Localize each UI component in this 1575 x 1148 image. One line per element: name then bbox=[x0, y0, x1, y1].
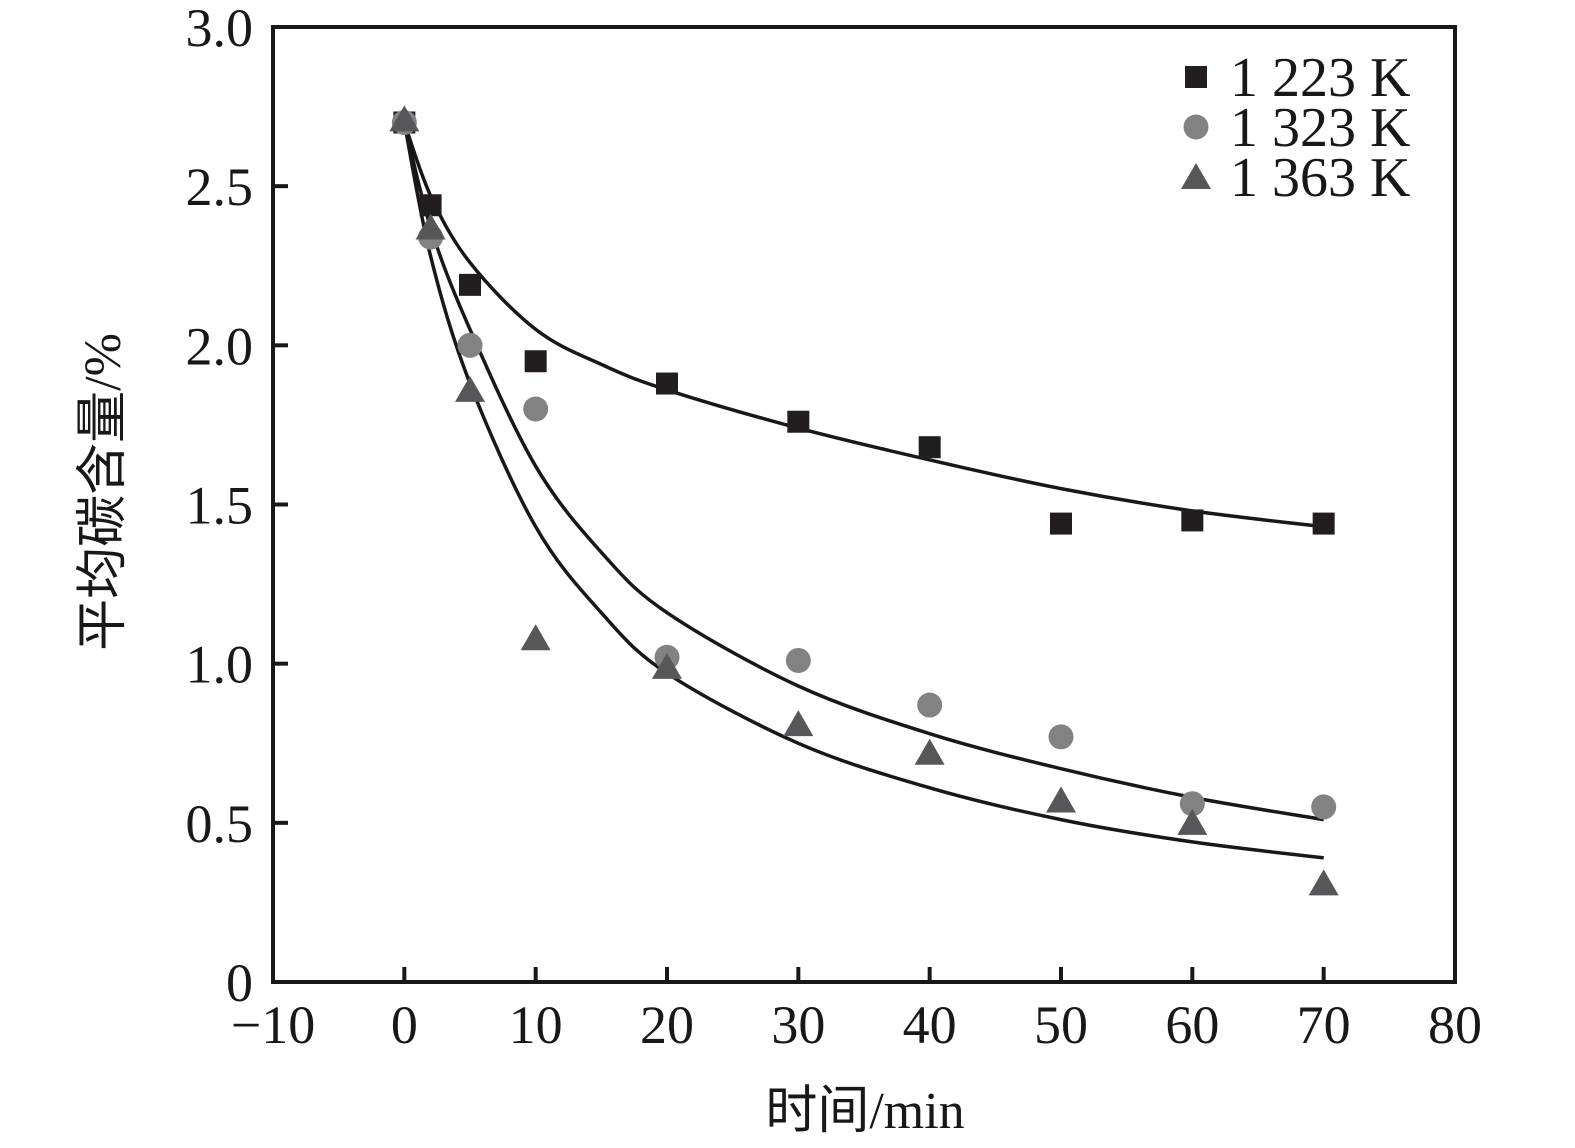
x-tick-label: −10 bbox=[231, 995, 315, 1055]
y-tick-label: 3.0 bbox=[186, 0, 254, 58]
data-point-1363k bbox=[914, 738, 945, 765]
x-tick-label: 70 bbox=[1297, 995, 1351, 1055]
legend-item-1223k: 1 223 K bbox=[1185, 47, 1410, 109]
legend-marker-triangle bbox=[1181, 163, 1211, 189]
data-point-1363k bbox=[1308, 869, 1339, 896]
data-point-1223k bbox=[419, 194, 442, 217]
legend-marker-circle bbox=[1183, 114, 1209, 140]
data-point-1223k bbox=[787, 410, 810, 433]
data-point-1363k bbox=[455, 375, 485, 402]
data-point-1363k bbox=[415, 213, 446, 240]
x-tick-label: 40 bbox=[903, 995, 957, 1055]
data-point-1323k bbox=[523, 396, 549, 422]
data-point-1323k bbox=[1311, 794, 1337, 820]
data-point-1223k bbox=[1050, 512, 1072, 535]
data-point-1323k bbox=[1048, 724, 1074, 750]
y-tick-label: 2.0 bbox=[186, 316, 254, 376]
x-tick-label: 10 bbox=[509, 995, 563, 1055]
data-point-1323k bbox=[785, 647, 811, 673]
y-tick-label: 0.5 bbox=[186, 794, 254, 854]
data-point-1363k bbox=[520, 624, 551, 651]
x-axis-title: 时间/min bbox=[765, 1083, 964, 1140]
x-tick-label: 50 bbox=[1034, 995, 1088, 1055]
legend-label: 1 363 K bbox=[1230, 147, 1410, 209]
data-point-1363k bbox=[389, 105, 420, 132]
fit-curve-1223k bbox=[402, 121, 1324, 529]
x-tick-label: 80 bbox=[1428, 995, 1482, 1055]
data-point-1363k bbox=[1046, 786, 1076, 813]
data-point-1363k bbox=[1177, 808, 1208, 835]
data-markers-layer bbox=[389, 105, 1339, 896]
y-tick-label: 2.5 bbox=[186, 157, 254, 217]
data-point-1223k bbox=[656, 372, 678, 395]
x-tick-label: 60 bbox=[1165, 995, 1219, 1055]
legend-item-1363k: 1 363 K bbox=[1181, 147, 1410, 209]
y-tick-label: 0 bbox=[226, 953, 253, 1013]
data-point-1223k bbox=[1181, 509, 1204, 532]
x-tick-label: 20 bbox=[640, 995, 694, 1055]
data-point-1223k bbox=[1312, 512, 1335, 535]
data-point-1223k bbox=[918, 436, 941, 459]
legend: 1 223 K1 323 K1 363 K bbox=[1181, 47, 1410, 209]
y-tick-label: 1.5 bbox=[186, 476, 254, 536]
fit-curve-1323k bbox=[402, 122, 1324, 822]
legend-label: 1 223 K bbox=[1230, 47, 1410, 109]
y-axis-title: 平均碳含量/% bbox=[75, 333, 132, 651]
legend-item-1323k: 1 323 K bbox=[1183, 97, 1410, 159]
data-point-1223k bbox=[459, 273, 481, 296]
x-tick-label: 30 bbox=[771, 995, 825, 1055]
y-tick-label: 1.0 bbox=[186, 635, 254, 695]
data-point-1323k bbox=[1179, 791, 1205, 817]
data-point-1323k bbox=[457, 332, 483, 358]
data-point-1363k bbox=[783, 710, 814, 737]
data-point-1223k bbox=[524, 350, 547, 373]
fit-curve-1363k bbox=[402, 122, 1324, 860]
legend-label: 1 323 K bbox=[1230, 97, 1410, 159]
x-tick-label: 0 bbox=[391, 995, 418, 1055]
data-point-1323k bbox=[917, 692, 943, 718]
legend-marker-square bbox=[1185, 66, 1207, 88]
data-point-1363k bbox=[652, 652, 682, 679]
